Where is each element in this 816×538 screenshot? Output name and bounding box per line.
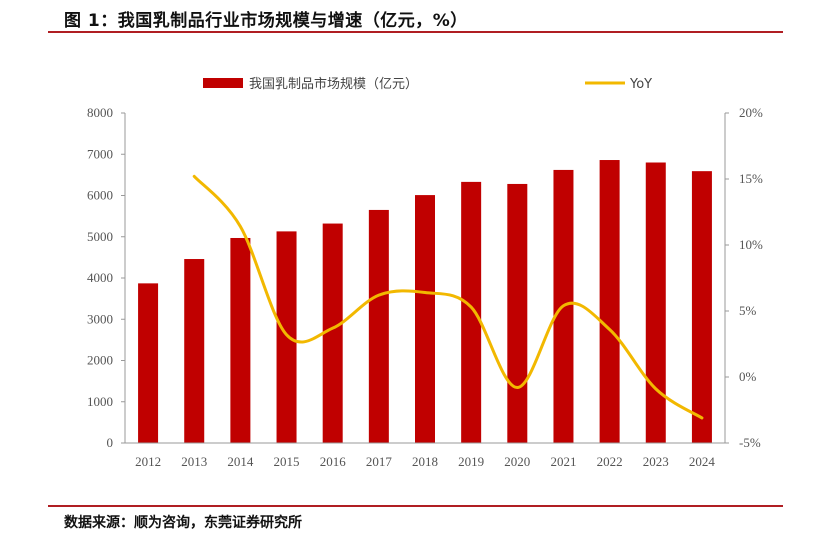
legend: 我国乳制品市场规模（亿元） YoY [203, 76, 652, 92]
left-tick-label: 3000 [87, 311, 113, 326]
x-tick-label: 2022 [597, 454, 623, 469]
legend-line-label: YoY [629, 77, 652, 92]
yoy-line-series [192, 174, 704, 420]
bar-2012 [138, 283, 159, 443]
data-source: 数据来源：顺为咨询，东莞证券研究所 [64, 515, 302, 531]
x-tick-label: 2015 [274, 454, 300, 469]
bar-2022 [599, 160, 620, 443]
left-tick-label: 8000 [87, 105, 113, 120]
right-tick-label: 0% [739, 369, 757, 384]
chart-title: 图 1：我国乳制品行业市场规模与增速（亿元，%） [64, 11, 468, 31]
x-tick-label: 2018 [412, 454, 438, 469]
legend-bar-swatch [203, 78, 243, 88]
yoy-line [192, 174, 704, 420]
left-tick-label: 2000 [87, 353, 113, 368]
x-tick-label: 2021 [550, 454, 576, 469]
x-tick-label: 2013 [181, 454, 207, 469]
legend-bar-label: 我国乳制品市场规模（亿元） [249, 76, 418, 92]
right-tick-label: 15% [739, 171, 763, 186]
x-tick-label: 2023 [643, 454, 669, 469]
right-tick-label: 10% [739, 237, 763, 252]
left-tick-label: 4000 [87, 270, 113, 285]
x-tick-label: 2017 [366, 454, 393, 469]
right-tick-label: -5% [739, 435, 761, 450]
bar-2013 [184, 259, 205, 443]
bar-2018 [415, 195, 435, 443]
x-tick-label: 2012 [135, 454, 161, 469]
bar-2015 [276, 231, 297, 443]
bar-2020 [507, 183, 528, 443]
x-tick-label: 2016 [320, 454, 347, 469]
bar-2023 [645, 162, 666, 443]
x-tick-label: 2019 [458, 454, 484, 469]
right-tick-label: 5% [739, 303, 757, 318]
left-tick-label: 1000 [87, 394, 113, 409]
x-tick-label: 2024 [689, 454, 716, 469]
title-divider [48, 31, 783, 33]
bar-2017 [368, 209, 389, 443]
bar-2019 [461, 181, 482, 443]
x-tick-label: 2014 [227, 454, 254, 469]
right-tick-label: 20% [739, 105, 763, 120]
bar-2016 [322, 223, 343, 443]
footer-divider [48, 505, 783, 507]
x-tick-label: 2020 [504, 454, 530, 469]
left-tick-label: 0 [107, 435, 114, 450]
left-tick-label: 6000 [87, 188, 113, 203]
left-tick-label: 7000 [87, 146, 113, 161]
axes: 0 1000 2000 3000 4000 5000 6000 7000 8000 -5% 0% 5%… [87, 105, 763, 469]
bar-2024 [691, 171, 712, 443]
bar-2014 [230, 237, 251, 443]
left-tick-label: 5000 [87, 229, 113, 244]
